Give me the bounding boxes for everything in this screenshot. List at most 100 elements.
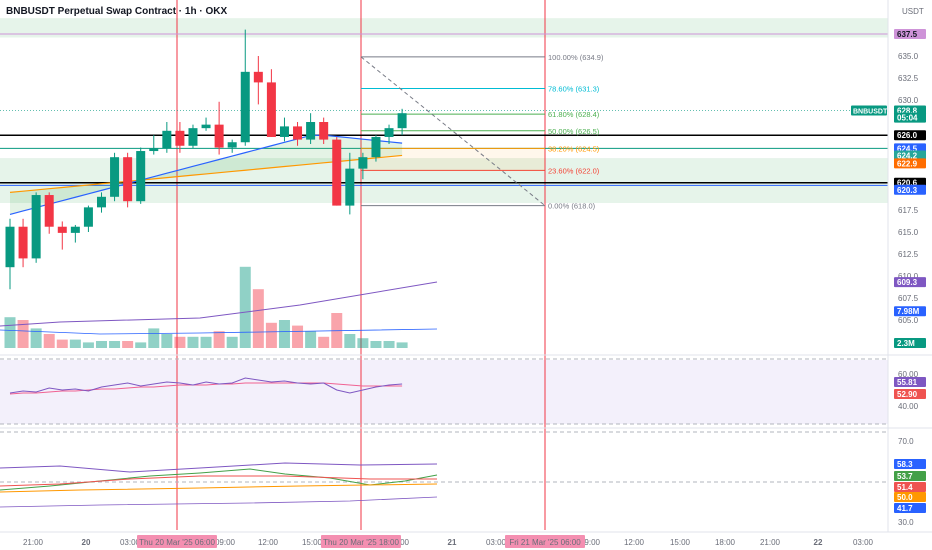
osc-line-red xyxy=(0,475,437,487)
osc-tick-0: 70.0 xyxy=(898,437,914,446)
time-highlight-bg-2 xyxy=(505,535,585,548)
candle-body-20 xyxy=(266,82,276,137)
price-tick-5: 612.5 xyxy=(898,250,919,259)
rsi-band xyxy=(0,360,888,424)
volume-bar-0 xyxy=(4,317,16,348)
candle-body-14 xyxy=(188,128,198,146)
price-tag-10-bg xyxy=(894,306,926,317)
osc-line-purple xyxy=(0,462,438,473)
time-tick-0: 21:00 xyxy=(23,538,44,547)
time-tick-13: 21:00 xyxy=(760,538,781,547)
osc-tag-4: 41.7 xyxy=(897,504,913,513)
volume-bar-22 xyxy=(292,325,304,348)
volume-bar-6 xyxy=(82,342,94,348)
candle-body-6 xyxy=(83,207,93,227)
price-tag-2-bg xyxy=(894,112,926,123)
price-tag-9: 609.3 xyxy=(897,278,918,287)
candle-body-5 xyxy=(70,226,80,233)
candle-body-1 xyxy=(18,226,28,259)
candle-body-23 xyxy=(306,122,316,140)
price-tag-4: 624.5 xyxy=(897,144,918,153)
candle-body-10 xyxy=(136,151,146,202)
symbol-tag-bg xyxy=(851,105,887,116)
time-highlight-bg-0 xyxy=(137,535,217,548)
volume-bar-20 xyxy=(265,322,277,348)
osc-tag-3: 50.0 xyxy=(897,493,913,502)
volume-tag: 2.3M xyxy=(897,339,915,348)
volume-bar-30 xyxy=(396,342,408,348)
osc-tag-1-bg xyxy=(894,471,926,481)
time-highlight-1: Thu 20 Mar '25 18:00 xyxy=(323,538,399,547)
candle-body-27 xyxy=(358,157,368,169)
chart-title: BNBUSDT Perpetual Swap Contract · 1h · O… xyxy=(6,6,227,17)
osc-line-orange xyxy=(0,483,438,493)
volume-bar-24 xyxy=(318,336,330,348)
candle-body-16 xyxy=(214,124,224,148)
price-tag-5: 624.2 xyxy=(897,151,918,160)
price-tag-6-bg xyxy=(894,158,926,169)
time-highlight-bg-1 xyxy=(321,535,401,548)
price-tag-0: 637.5 xyxy=(897,30,918,39)
osc-line-slow xyxy=(0,496,438,508)
fib-label-6: 0.00% (618.0) xyxy=(548,202,596,211)
ema-fast-line xyxy=(9,134,403,215)
fib-trendline xyxy=(360,56,546,206)
fib-fill xyxy=(361,148,545,171)
volume-bar-27 xyxy=(357,338,369,348)
volume-bar-14 xyxy=(187,336,199,348)
price-tick-3: 617.5 xyxy=(898,206,919,215)
candle-body-28 xyxy=(371,136,381,158)
time-tick-9: 09:00 xyxy=(580,538,601,547)
candle-body-7 xyxy=(96,196,106,208)
volume-bar-4 xyxy=(56,339,68,348)
candle-body-21 xyxy=(279,126,289,137)
price-tag-3-bg xyxy=(894,130,926,141)
osc-tag-3-bg xyxy=(894,492,926,502)
candle-body-3 xyxy=(44,195,54,227)
time-tick-3: 09:00 xyxy=(215,538,236,547)
volume-bar-18 xyxy=(239,266,251,348)
time-tick-4: 12:00 xyxy=(258,538,279,547)
price-tag-8: 620.3 xyxy=(897,186,918,195)
price-tick-2: 630.0 xyxy=(898,96,919,105)
price-tick-1: 632.5 xyxy=(898,74,919,83)
volume-bar-28 xyxy=(370,341,382,348)
volume-bar-16 xyxy=(213,331,225,348)
time-tick-5: 15:00 xyxy=(302,538,323,547)
candle-body-11 xyxy=(149,148,159,152)
osc-tag-2: 51.4 xyxy=(897,483,913,492)
price-tick-6: 610.0 xyxy=(898,272,919,281)
fib-label-1: 78.60% (631.3) xyxy=(548,85,600,94)
price-tick-4: 615.0 xyxy=(898,228,919,237)
candle-body-24 xyxy=(319,122,329,140)
candle-body-19 xyxy=(253,71,263,83)
volume-bar-19 xyxy=(252,289,264,348)
candle-body-29 xyxy=(384,128,394,137)
price-tick-7: 607.5 xyxy=(898,294,919,303)
price-tag-1: 628.8 xyxy=(897,107,918,116)
volume-bar-9 xyxy=(122,341,134,348)
volume-bar-13 xyxy=(174,336,186,348)
volume-bar-2 xyxy=(30,328,42,348)
candle-body-9 xyxy=(123,157,133,202)
candle-body-25 xyxy=(332,139,342,206)
currency-label: USDT xyxy=(902,7,924,16)
time-highlight-0: Thu 20 Mar '25 06:00 xyxy=(139,538,215,547)
candle-body-26 xyxy=(345,168,355,206)
candle-body-15 xyxy=(201,124,211,129)
supply-zone xyxy=(0,18,888,38)
volume-bar-1 xyxy=(17,320,29,348)
volume-ma-purple xyxy=(0,281,438,327)
osc-tag-1: 53.7 xyxy=(897,472,913,481)
time-tick-15: 03:00 xyxy=(853,538,874,547)
volume-ma-blue xyxy=(0,328,438,335)
price-tick-8: 605.0 xyxy=(898,316,919,325)
candle-body-22 xyxy=(293,126,303,140)
time-tick-7: 21 xyxy=(448,538,457,547)
volume-tag-bg xyxy=(894,338,926,348)
candle-body-30 xyxy=(397,113,407,129)
volume-bar-5 xyxy=(69,339,81,348)
volume-bar-10 xyxy=(135,342,147,348)
volume-bar-3 xyxy=(43,334,55,348)
